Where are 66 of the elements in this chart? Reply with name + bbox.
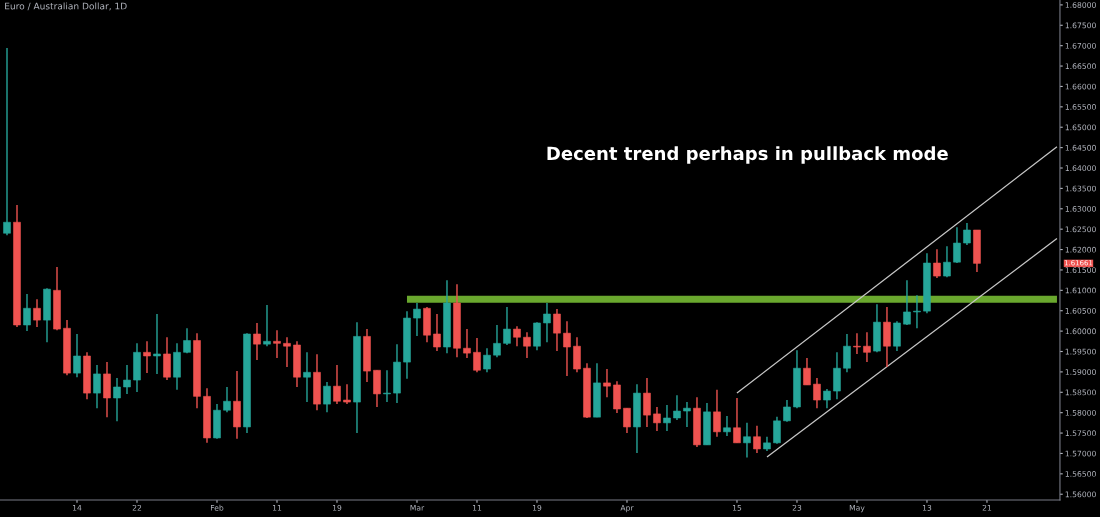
candlestick: [893, 320, 901, 352]
annotation: Decent trend perhaps in pullback mode: [547, 146, 948, 164]
candlestick: [683, 401, 691, 428]
candlestick: [853, 332, 861, 355]
candlestick: [323, 381, 331, 413]
candlestick: [163, 336, 171, 381]
candlestick: [113, 377, 121, 422]
candlestick: [723, 415, 731, 437]
candlestick: [523, 331, 531, 359]
candlestick: [743, 422, 751, 459]
candlestick: [643, 377, 651, 428]
candlestick: [653, 406, 661, 432]
candlestick: [153, 313, 161, 375]
candlestick: [303, 351, 311, 403]
candlestick: [903, 279, 911, 326]
candlestick: [963, 222, 971, 246]
candlestick: [843, 333, 851, 373]
candlestick: [33, 298, 41, 328]
candlestick: [713, 389, 721, 438]
candlestick: [863, 331, 871, 363]
candlestick: [733, 397, 741, 444]
candlestick: [513, 325, 521, 347]
candlestick: [943, 245, 951, 278]
candlestick: [413, 302, 421, 337]
candlestick: [483, 347, 491, 373]
candlestick: [253, 322, 261, 361]
candlestick: [803, 357, 811, 386]
candlestick: [3, 47, 11, 236]
candlestick: [463, 328, 471, 359]
candlestick: [73, 333, 81, 378]
candlestick: [503, 306, 511, 346]
candlestick: [273, 329, 281, 359]
candlestick: [563, 320, 571, 377]
candlestick: [383, 369, 391, 403]
candlestick: [333, 364, 341, 405]
candlestick: [543, 302, 551, 343]
candlestick: [93, 364, 101, 409]
candlestick: [953, 226, 961, 264]
candlestick: [933, 248, 941, 279]
candlestick: [813, 377, 821, 409]
candlestick: [533, 321, 541, 351]
chart-title: Euro / Australian Dollar, 1D: [5, 2, 127, 11]
candlestick: [603, 368, 611, 398]
candlestick: [493, 324, 501, 358]
candlestick: [143, 340, 151, 374]
candlestick: [123, 364, 131, 395]
candlestick: [183, 327, 191, 354]
candlestick: [433, 313, 441, 352]
candlestick: [783, 399, 791, 423]
candlestick: [23, 293, 31, 332]
candlestick: [263, 304, 271, 347]
candlestick: [623, 407, 631, 434]
candlestick: [473, 337, 481, 373]
candlestick: [833, 351, 841, 400]
candlestick: [823, 388, 831, 409]
candlestick: [673, 394, 681, 421]
candlestick: [553, 308, 561, 352]
candlestick: [773, 416, 781, 445]
candlestick: [913, 294, 921, 329]
candlestick: [753, 425, 761, 454]
candlestick: [663, 404, 671, 432]
candlestick: [573, 336, 581, 373]
candlestick: [373, 369, 381, 408]
candlestick: [223, 386, 231, 413]
candlestick: [343, 383, 351, 405]
candlestick: [283, 336, 291, 368]
